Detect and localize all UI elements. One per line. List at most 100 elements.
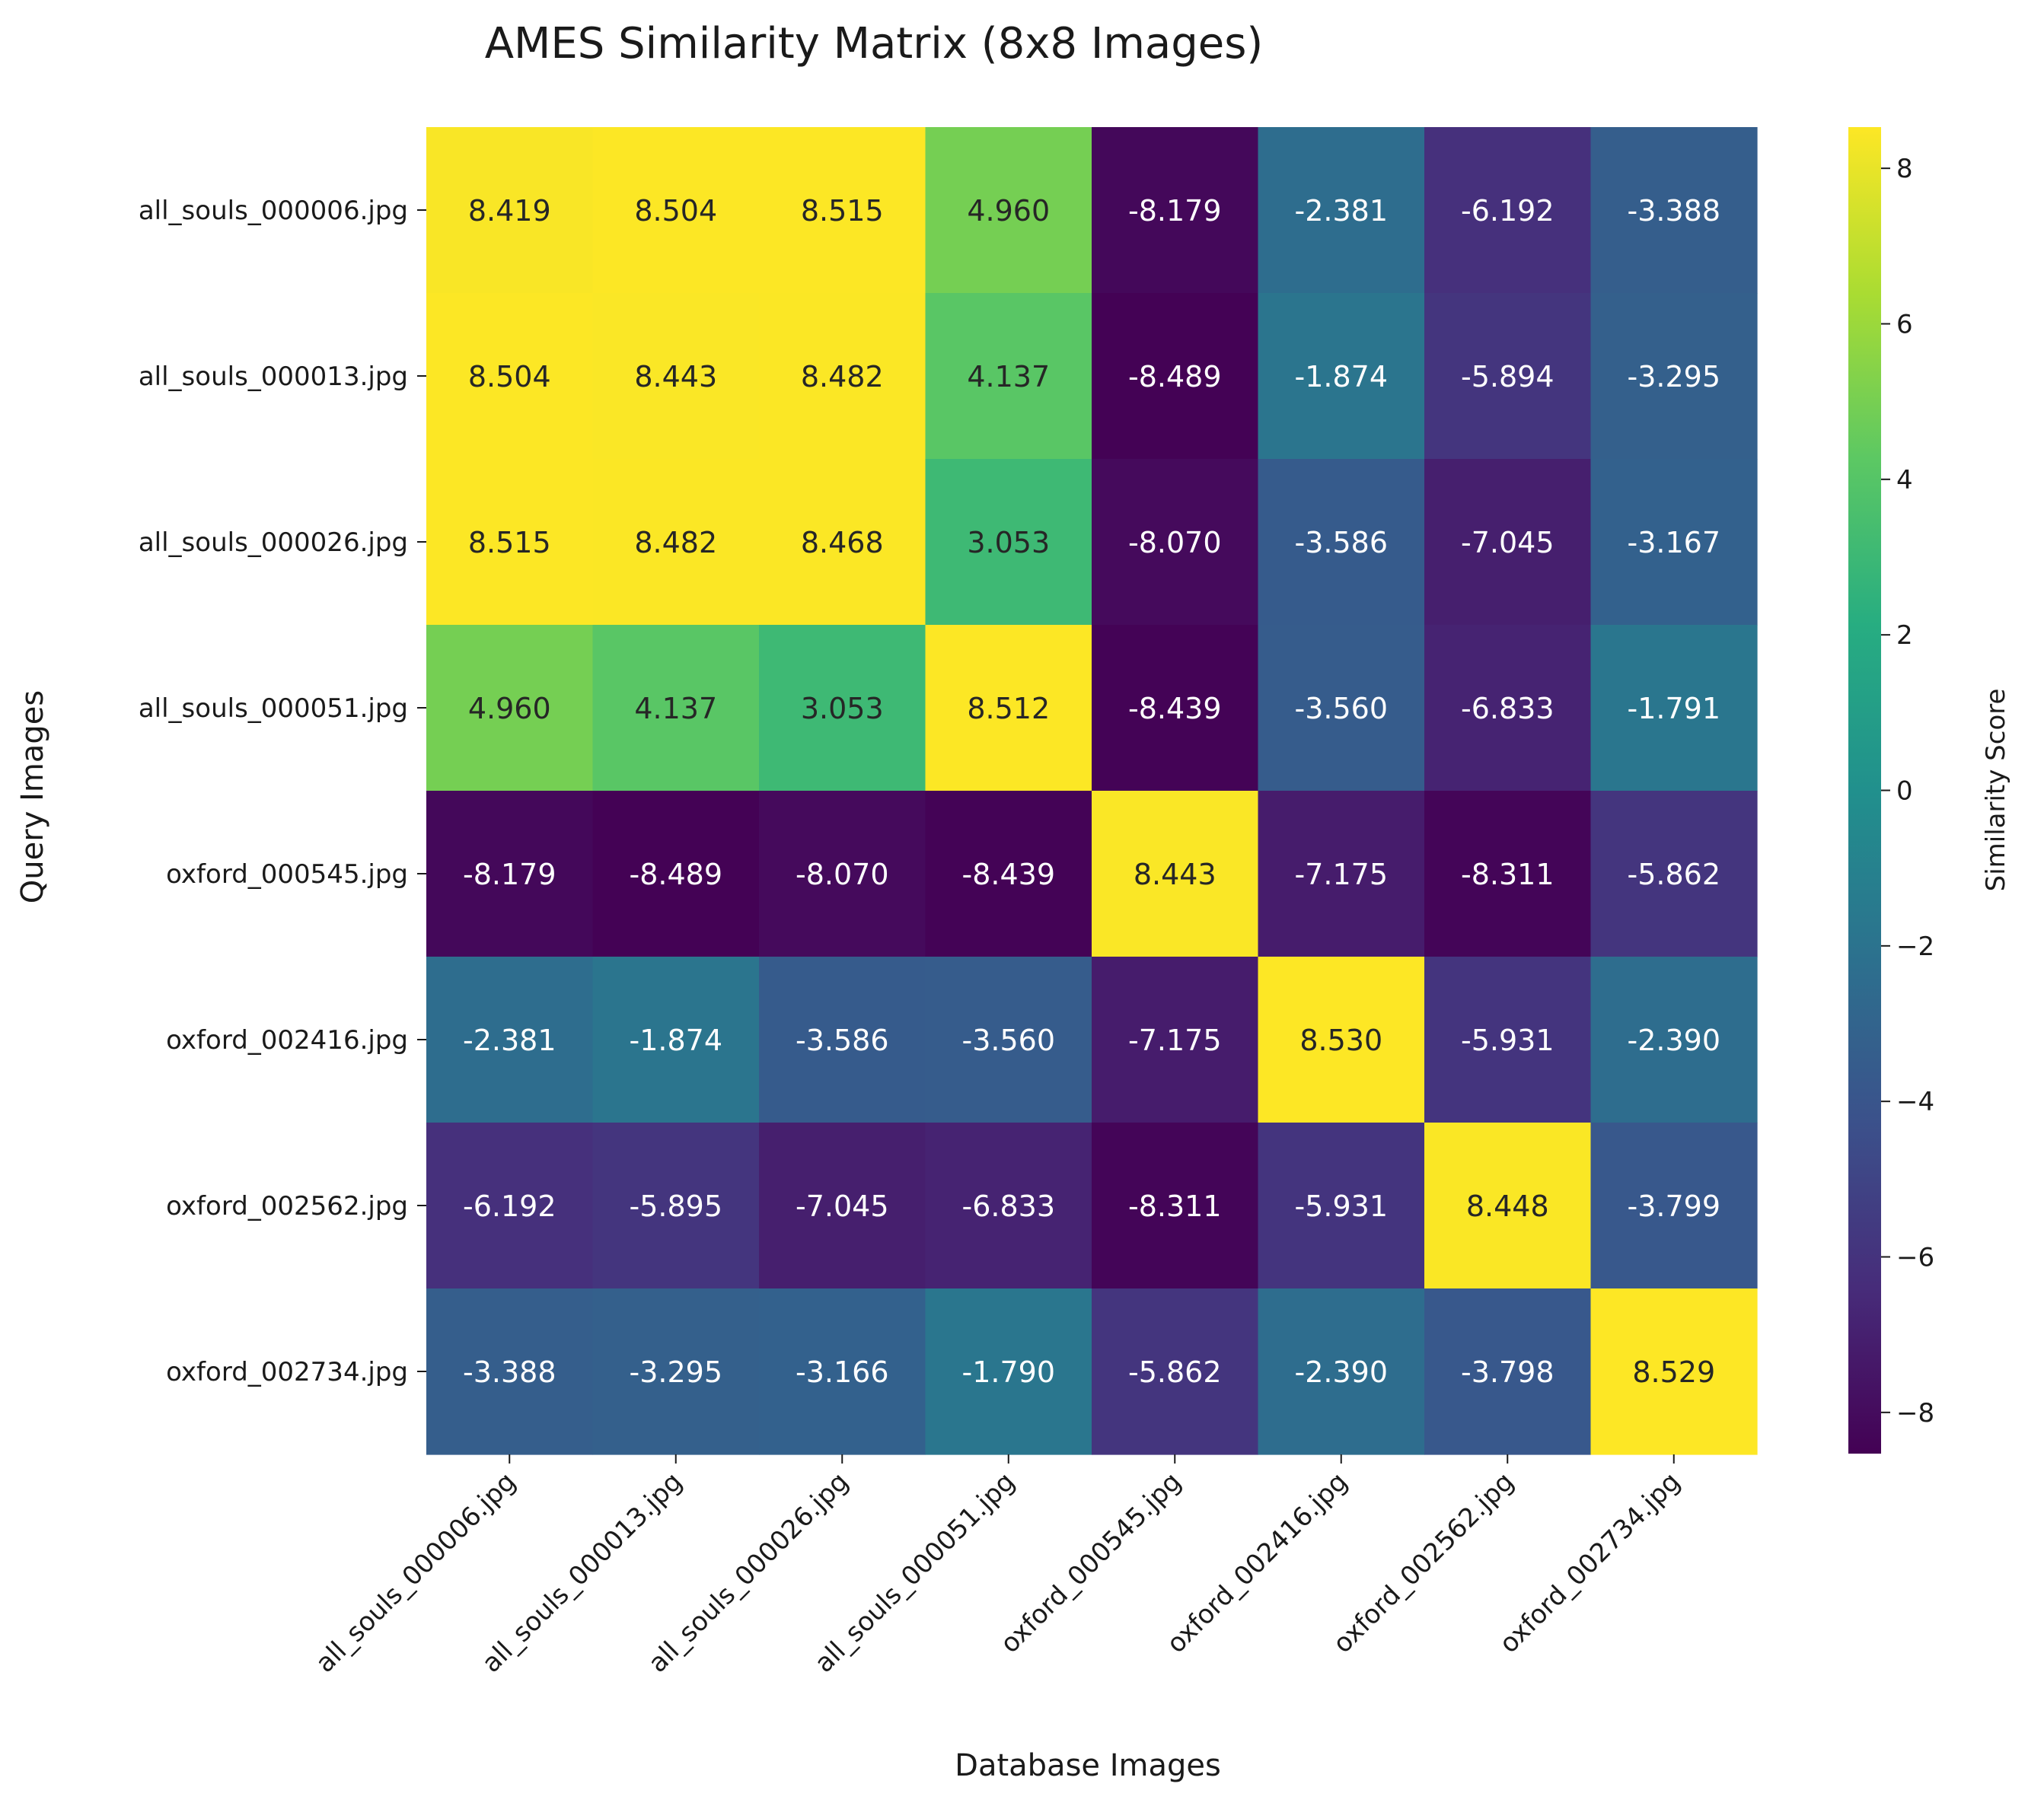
heatmap-cell bbox=[1092, 293, 1259, 460]
heatmap-cells bbox=[426, 127, 1758, 1455]
heatmap-cell bbox=[1590, 459, 1758, 626]
x-axis-label: Database Images bbox=[955, 1748, 1221, 1783]
heatmap-cell bbox=[1092, 957, 1259, 1123]
cell-value-label: -3.167 bbox=[1628, 526, 1721, 559]
cell-value-label: 8.515 bbox=[801, 194, 884, 228]
heatmap-cell bbox=[1092, 625, 1259, 792]
cell-value-label: -3.388 bbox=[1628, 194, 1721, 228]
cell-value-label: -5.894 bbox=[1461, 360, 1555, 393]
cell-value-label: -7.175 bbox=[1128, 1024, 1222, 1057]
cell-value-label: -3.388 bbox=[463, 1355, 556, 1389]
heatmap-cell bbox=[1590, 1123, 1758, 1289]
cell-value-label: -8.439 bbox=[962, 858, 1056, 891]
cell-value-label: -6.192 bbox=[463, 1190, 556, 1223]
y-tick-label: all_souls_000006.jpg bbox=[139, 196, 408, 226]
cell-value-label: -2.390 bbox=[1295, 1355, 1389, 1389]
cell-value-label: -5.931 bbox=[1295, 1190, 1389, 1223]
cell-value-label: -5.862 bbox=[1628, 858, 1721, 891]
heatmap-cell bbox=[592, 293, 760, 460]
cell-value-label: 8.512 bbox=[967, 692, 1050, 725]
cell-value-label: -3.166 bbox=[796, 1355, 889, 1389]
heatmap-cell bbox=[1590, 957, 1758, 1123]
cell-value-label: -8.489 bbox=[630, 858, 723, 891]
heatmap-cell bbox=[759, 127, 926, 294]
heatmap-cell bbox=[925, 459, 1092, 626]
cell-value-label: 8.530 bbox=[1299, 1024, 1382, 1057]
x-tick-label: oxford_002734.jpg bbox=[1494, 1467, 1686, 1659]
heatmap-cell bbox=[759, 459, 926, 626]
colorbar-tick-label: −2 bbox=[1896, 932, 1934, 962]
cell-value-label: -8.311 bbox=[1461, 858, 1555, 891]
heatmap-cell bbox=[1092, 459, 1259, 626]
cell-value-label: -7.045 bbox=[1461, 526, 1555, 559]
cell-value-label: -8.070 bbox=[1128, 526, 1222, 559]
heatmap-cell bbox=[1424, 625, 1592, 792]
cell-value-label: 4.137 bbox=[634, 692, 717, 725]
heatmap-cell bbox=[759, 293, 926, 460]
cell-value-label: 8.529 bbox=[1632, 1355, 1715, 1389]
cell-value-label: -6.833 bbox=[1461, 692, 1555, 725]
cell-value-label: 3.053 bbox=[801, 692, 884, 725]
heatmap-cell bbox=[759, 1288, 926, 1455]
colorbar-tick-label: 2 bbox=[1896, 620, 1913, 651]
colorbar-tick-label: −8 bbox=[1896, 1398, 1934, 1429]
x-tick-label: oxford_002562.jpg bbox=[1328, 1467, 1520, 1659]
heatmap-cell bbox=[592, 625, 760, 792]
heatmap-cell bbox=[426, 1123, 594, 1289]
x-tick-label: oxford_002416.jpg bbox=[1161, 1467, 1354, 1659]
heatmap-cell bbox=[1424, 1288, 1592, 1455]
cell-value-label: 4.137 bbox=[967, 360, 1050, 393]
heatmap-cell bbox=[1424, 293, 1592, 460]
cell-value-label: 4.960 bbox=[468, 692, 551, 725]
heatmap-cell bbox=[1424, 791, 1592, 957]
heatmap-cell bbox=[925, 127, 1092, 294]
heatmap-cell bbox=[426, 127, 594, 294]
heatmap-cell bbox=[1258, 1288, 1425, 1455]
heatmap-cell bbox=[759, 791, 926, 957]
cell-value-label: 8.515 bbox=[468, 526, 551, 559]
cell-value-label: 8.468 bbox=[801, 526, 884, 559]
heatmap-cell bbox=[592, 127, 760, 294]
heatmap-cell bbox=[925, 1123, 1092, 1289]
cell-value-label: -1.791 bbox=[1628, 692, 1721, 725]
colorbar-gradient bbox=[1848, 127, 1881, 1454]
heatmap-cell bbox=[1590, 625, 1758, 792]
y-axis: all_souls_000006.jpg all_souls_000013.jpg… bbox=[139, 196, 426, 1387]
cell-value-label: -1.874 bbox=[630, 1024, 723, 1057]
cell-value-label: -8.179 bbox=[463, 858, 556, 891]
cell-value-label: -2.381 bbox=[1295, 194, 1389, 228]
colorbar-tick-label: −4 bbox=[1896, 1087, 1934, 1117]
heatmap-cell bbox=[1258, 791, 1425, 957]
heatmap-cell bbox=[759, 1123, 926, 1289]
heatmap-cell bbox=[426, 293, 594, 460]
x-axis: all_souls_000006.jpgall_souls_000013.jpg… bbox=[310, 1454, 1686, 1679]
cell-value-label: 8.482 bbox=[634, 526, 717, 559]
heatmap-cell bbox=[1590, 127, 1758, 294]
cell-value-label: -3.586 bbox=[796, 1024, 889, 1057]
colorbar-ticks: −8 −6 −4 −2 0 2 4 6 8 bbox=[1881, 154, 1934, 1429]
cell-value-label: 8.443 bbox=[634, 360, 717, 393]
heatmap-cell-labels: 8.419 8.504 8.515 4.960 -8.179 -2.381 -6.192 -3… bbox=[463, 194, 1720, 1389]
cell-value-label: -8.439 bbox=[1128, 692, 1222, 725]
heatmap-cell bbox=[1424, 459, 1592, 626]
heatmap-cell bbox=[925, 791, 1092, 957]
cell-value-label: -6.833 bbox=[962, 1190, 1056, 1223]
heatmap-cell bbox=[1590, 1288, 1758, 1455]
y-tick-label: oxford_002734.jpg bbox=[166, 1357, 408, 1387]
heatmap-cell bbox=[1424, 957, 1592, 1123]
heatmap-cell bbox=[1590, 791, 1758, 957]
heatmap-cell bbox=[1092, 127, 1259, 294]
colorbar-tick-label: 8 bbox=[1896, 154, 1913, 184]
cell-value-label: -3.799 bbox=[1628, 1190, 1721, 1223]
heatmap-cell bbox=[426, 459, 594, 626]
cell-value-label: -6.192 bbox=[1461, 194, 1555, 228]
heatmap-cell bbox=[1092, 1288, 1259, 1455]
heatmap-cell bbox=[1258, 459, 1425, 626]
cell-value-label: -3.560 bbox=[1295, 692, 1389, 725]
cell-value-label: -8.070 bbox=[796, 858, 889, 891]
cell-value-label: -5.931 bbox=[1461, 1024, 1555, 1057]
cell-value-label: -3.798 bbox=[1461, 1355, 1555, 1389]
heatmap-cell bbox=[925, 293, 1092, 460]
heatmap-cell bbox=[1258, 293, 1425, 460]
heatmap-cell bbox=[592, 957, 760, 1123]
